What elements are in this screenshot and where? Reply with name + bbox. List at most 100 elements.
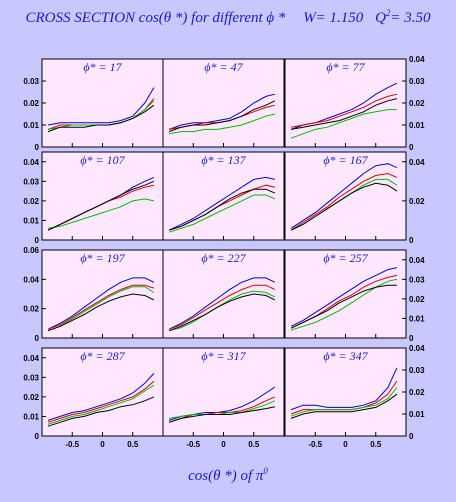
y-tick-label: 0.03 (23, 77, 39, 86)
panel-2: ϕ* = 47 (162, 58, 285, 148)
series-line-4 (291, 98, 398, 130)
panel-frame (284, 249, 407, 339)
series-line-3 (168, 194, 276, 233)
x-tick-label: 0 (100, 440, 105, 449)
y-tick-label: 0.02 (409, 388, 425, 397)
y-tick-label: 0.01 (23, 412, 39, 421)
panel-7: 0 0.02 0.04 0.06 ϕ* = 197 (23, 246, 164, 343)
series-line-3 (290, 278, 398, 331)
series-line-3 (47, 384, 155, 425)
series-line-1 (47, 87, 155, 126)
y-tick-label: 0.02 (23, 99, 39, 108)
series-line-4 (168, 406, 276, 423)
panel-10: 0 0.01 0.02 0.03 0.04 ϕ* = 287 (23, 347, 164, 441)
y-tick-label: 0.06 (23, 246, 39, 255)
series-line-4 (290, 393, 398, 419)
panel-label: ϕ* = 107 (80, 153, 125, 167)
series-line-4 (47, 293, 155, 332)
series-line-2 (290, 172, 398, 231)
y-tick-label: 0.03 (409, 366, 425, 375)
series-line-4 (168, 100, 276, 133)
x-tick-label: 0 (343, 440, 348, 449)
y-tick-label: 0.04 (23, 275, 39, 284)
x-tick-label: 0.5 (370, 440, 382, 449)
series-line-4 (47, 104, 155, 133)
y-tick-label: 0.03 (409, 77, 425, 86)
series-line-4 (168, 188, 276, 231)
y-tick-label: 0.02 (409, 197, 425, 206)
y-tick-label: 0.02 (23, 393, 39, 402)
series-line-1 (290, 163, 398, 229)
series-line-4 (290, 284, 397, 329)
series-line-2 (47, 284, 155, 330)
panel-12: 0 0.01 0.02 0.03 0.04 ϕ* = 347 (284, 344, 425, 441)
y-tick-label: 0 (35, 432, 40, 441)
y-tick-label: 0.03 (23, 373, 39, 382)
y-tick-label: 0.01 (409, 121, 425, 130)
x-tick-label: -0.5 (65, 440, 79, 449)
y-tick-label: 0.04 (409, 344, 425, 353)
panel-9: 0 0.01 0.02 0.03 0.04 ϕ* = 257 (284, 249, 425, 343)
y-tick-label: 0.02 (23, 197, 39, 206)
panel-label: ϕ* = 167 (323, 153, 368, 167)
series-line-1 (290, 267, 398, 327)
y-tick-label: 0 (409, 432, 414, 441)
y-tick-label: 0.01 (23, 216, 39, 225)
series-line-2 (47, 380, 155, 423)
series-line-3 (47, 286, 155, 332)
y-tick-label: 0.02 (409, 295, 425, 304)
series-line-1 (168, 176, 276, 231)
x-tick-label: 0.5 (127, 440, 139, 449)
panel-frame (284, 151, 407, 241)
panel-label: ϕ* = 287 (80, 349, 125, 363)
series-line-4 (47, 180, 155, 231)
panel-frame (41, 58, 164, 148)
panel-8: ϕ* = 227 (162, 249, 285, 339)
y-tick-label: 0.03 (23, 177, 39, 186)
x-tick-label: 0 (221, 440, 226, 449)
y-tick-label: 0 (409, 334, 414, 343)
panel-4: 0 0.01 0.02 0.03 0.04 ϕ* = 107 (23, 151, 164, 245)
panel-label: ϕ* = 17 (83, 60, 122, 74)
panel-label: ϕ* = 77 (326, 60, 365, 74)
series-line-3 (169, 400, 276, 419)
y-tick-label: 0.01 (23, 121, 39, 130)
panel-label: ϕ* = 227 (201, 251, 246, 265)
series-line-3 (47, 198, 155, 229)
panel-label: ϕ* = 137 (201, 153, 246, 167)
y-tick-label: 0.04 (23, 354, 39, 363)
title-w: W= 1.150 (303, 10, 364, 26)
y-tick-label: 0.04 (409, 256, 425, 265)
series-line-1 (168, 93, 276, 130)
panel-label: ϕ* = 197 (80, 251, 125, 265)
series-line-3 (290, 387, 398, 417)
series-line-4 (290, 182, 398, 231)
y-tick-label: 0.01 (409, 314, 425, 323)
series-line-1 (290, 367, 398, 411)
y-tick-label: 0 (35, 236, 40, 245)
y-tick-label: 0.04 (409, 55, 425, 64)
series-line-4 (47, 396, 155, 427)
series-line-1 (47, 277, 155, 330)
x-tick-label: -0.5 (186, 440, 200, 449)
panel-3: 0 0.01 0.02 0.03 0.04 ϕ* = 77 (284, 55, 425, 152)
panel-frame (162, 58, 285, 148)
panel-frame (284, 347, 407, 437)
figure-title: CROSS SECTION cos(θ *) for different ϕ *… (0, 8, 456, 27)
x-tick-label: -0.5 (308, 440, 322, 449)
y-tick-label: 0.01 (409, 410, 425, 419)
panel-6: 0 0.02 0.04 ϕ* = 167 (284, 151, 425, 245)
series-line-3 (290, 109, 397, 139)
series-line-1 (47, 373, 155, 421)
panel-label: ϕ* = 347 (323, 349, 368, 363)
panel-5: ϕ* = 137 (162, 151, 285, 241)
series-line-3 (168, 290, 276, 332)
panel-label: ϕ* = 257 (323, 251, 368, 265)
y-tick-label: 0 (35, 334, 40, 343)
series-line-1 (168, 277, 276, 330)
x-axis-title: cos(θ *) of π0 (188, 466, 268, 484)
panel-label: ϕ* = 47 (204, 60, 243, 74)
title-main: CROSS SECTION cos(θ *) for different ϕ * (25, 10, 286, 26)
